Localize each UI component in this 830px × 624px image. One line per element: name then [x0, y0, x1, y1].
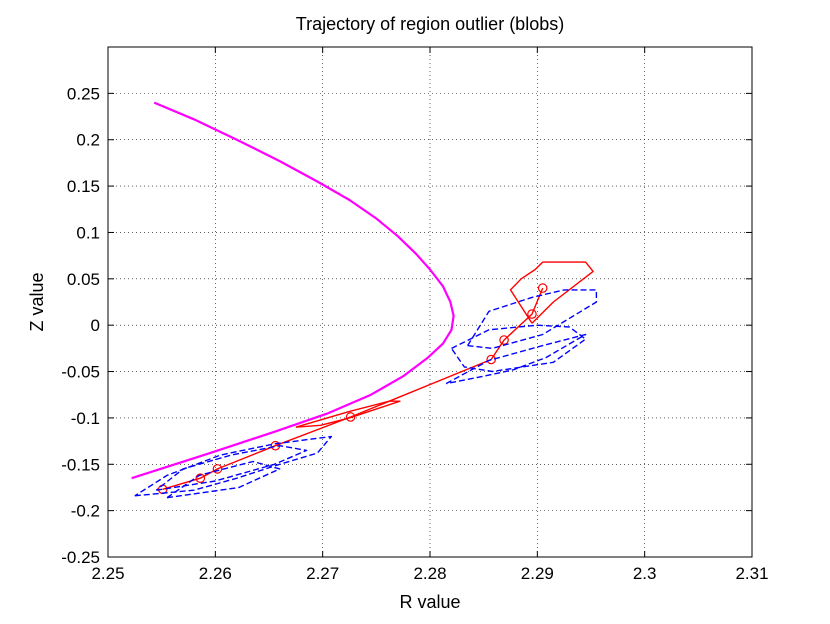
y-tick-label: 0.05 — [67, 270, 100, 289]
grid-layer — [108, 47, 752, 557]
series-line-8 — [450, 324, 587, 373]
series-line-1 — [162, 287, 544, 490]
series-line-3 — [509, 261, 594, 324]
chart-title: Trajectory of region outlier (blobs) — [296, 14, 564, 34]
data-point-marker — [195, 473, 206, 483]
series-line-6 — [166, 460, 281, 499]
data-point-marker — [527, 309, 537, 319]
series-line-5 — [155, 445, 308, 491]
y-tick-label: -0.15 — [61, 455, 100, 474]
y-tick-label: -0.1 — [71, 409, 100, 428]
y-tick-label: -0.05 — [61, 363, 100, 382]
x-axis-label: R value — [399, 592, 460, 612]
tick-layer: 2.25 2.26 2.27 2.28 2.29 2.3 2.31 -0.25 -0.2 -0.1… — [61, 47, 769, 583]
x-tick-label: 2.3 — [633, 564, 657, 583]
y-tick-label: 0.15 — [67, 177, 100, 196]
series-line-9 — [445, 333, 587, 385]
y-tick-label: -0.2 — [71, 502, 100, 521]
series-line-7 — [467, 289, 598, 350]
x-tick-label: 2.25 — [91, 564, 124, 583]
data-point-marker — [499, 335, 509, 345]
data-point-marker — [212, 464, 223, 474]
y-tick-label: 0.25 — [67, 84, 100, 103]
x-tick-label: 2.29 — [521, 564, 554, 583]
x-tick-label: 2.27 — [306, 564, 339, 583]
series-line-2 — [295, 400, 401, 428]
y-tick-label: 0.2 — [76, 131, 100, 150]
y-tick-label: 0.1 — [76, 223, 100, 242]
data-point-marker — [486, 354, 496, 365]
series-layer — [131, 101, 598, 499]
y-axis-label: Z value — [27, 272, 47, 331]
data-point-marker — [537, 283, 548, 293]
data-point-marker — [345, 412, 356, 422]
x-tick-label: 2.28 — [413, 564, 446, 583]
x-tick-label: 2.26 — [199, 564, 232, 583]
y-tick-label: 0 — [91, 316, 100, 335]
x-tick-label: 2.31 — [735, 564, 768, 583]
series-line-4 — [134, 435, 332, 497]
y-tick-label: -0.25 — [61, 548, 100, 567]
series-line-0 — [131, 101, 455, 480]
